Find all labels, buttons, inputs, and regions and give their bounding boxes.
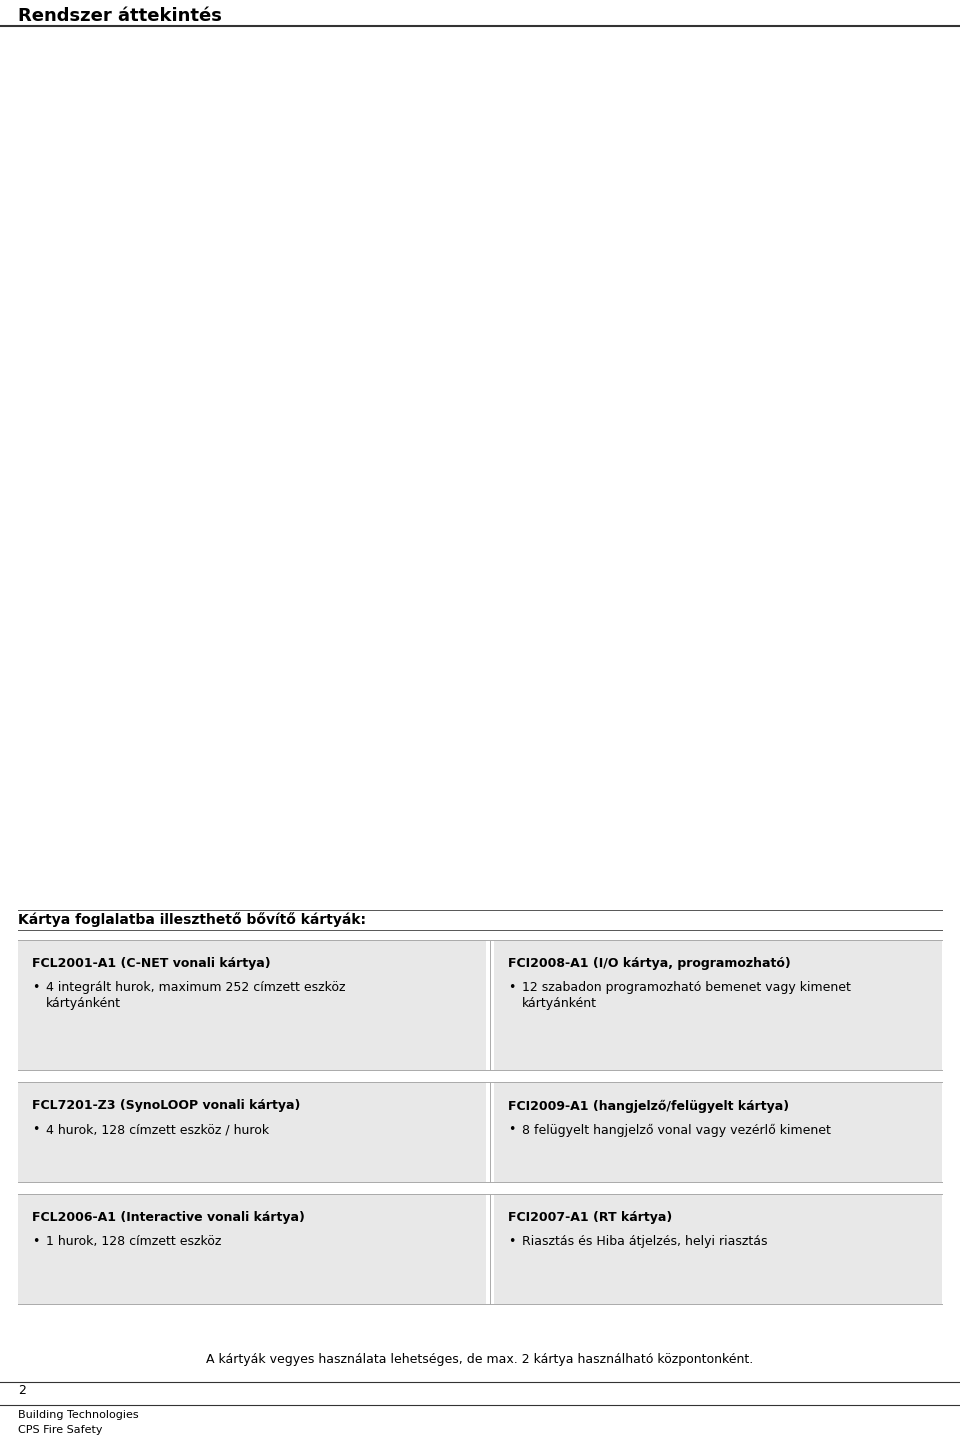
Bar: [494, 1082, 942, 1182]
Text: 2: 2: [18, 1383, 26, 1396]
Text: 4 hurok, 128 címzett eszköz / hurok: 4 hurok, 128 címzett eszköz / hurok: [46, 1123, 269, 1136]
Text: FCI2007-A1 (RT kártya): FCI2007-A1 (RT kártya): [508, 1211, 672, 1224]
Bar: [0, 30, 960, 904]
Bar: [494, 1194, 942, 1304]
Text: FCL7201-Z3 (SynoLOOP vonali kártya): FCL7201-Z3 (SynoLOOP vonali kártya): [32, 1100, 300, 1113]
Text: CPS Fire Safety: CPS Fire Safety: [18, 1425, 103, 1435]
Text: 1 hurok, 128 címzett eszköz: 1 hurok, 128 címzett eszköz: [46, 1236, 222, 1249]
Bar: [494, 941, 942, 1069]
Text: Building Technologies: Building Technologies: [18, 1409, 138, 1420]
Text: FCL2006-A1 (Interactive vonali kártya): FCL2006-A1 (Interactive vonali kártya): [32, 1211, 305, 1224]
Text: kártyánként: kártyánként: [46, 997, 121, 1010]
Text: FCI2008-A1 (I/O kártya, programozható): FCI2008-A1 (I/O kártya, programozható): [508, 958, 791, 971]
Text: •: •: [508, 981, 516, 994]
Text: •: •: [32, 1236, 39, 1249]
Text: 12 szabadon programozható bemenet vagy kimenet: 12 szabadon programozható bemenet vagy k…: [522, 981, 851, 994]
Bar: [18, 1082, 486, 1182]
Text: FCI2009-A1 (hangjelző/felügyelt kártya): FCI2009-A1 (hangjelző/felügyelt kártya): [508, 1100, 789, 1113]
Text: Rendszer áttekintés: Rendszer áttekintés: [18, 7, 222, 25]
Text: kártyánként: kártyánként: [522, 997, 597, 1010]
Text: •: •: [508, 1236, 516, 1249]
Text: 4 integrált hurok, maximum 252 címzett eszköz: 4 integrált hurok, maximum 252 címzett e…: [46, 981, 346, 994]
Text: 8 felügyelt hangjelző vonal vagy vezérlő kimenet: 8 felügyelt hangjelző vonal vagy vezérlő…: [522, 1123, 830, 1136]
Text: •: •: [32, 981, 39, 994]
Text: Kártya foglalatba illeszthető bővítő kártyák:: Kártya foglalatba illeszthető bővítő kár…: [18, 913, 366, 928]
Text: •: •: [32, 1123, 39, 1136]
Bar: [18, 1194, 486, 1304]
Text: •: •: [508, 1123, 516, 1136]
Text: Riasztás és Hiba átjelzés, helyi riasztás: Riasztás és Hiba átjelzés, helyi riasztá…: [522, 1236, 767, 1249]
Text: A kártyák vegyes használata lehetséges, de max. 2 kártya használható központonké: A kártyák vegyes használata lehetséges, …: [206, 1353, 754, 1366]
Bar: [18, 941, 486, 1069]
Text: FCL2001-A1 (C-NET vonali kártya): FCL2001-A1 (C-NET vonali kártya): [32, 958, 271, 971]
